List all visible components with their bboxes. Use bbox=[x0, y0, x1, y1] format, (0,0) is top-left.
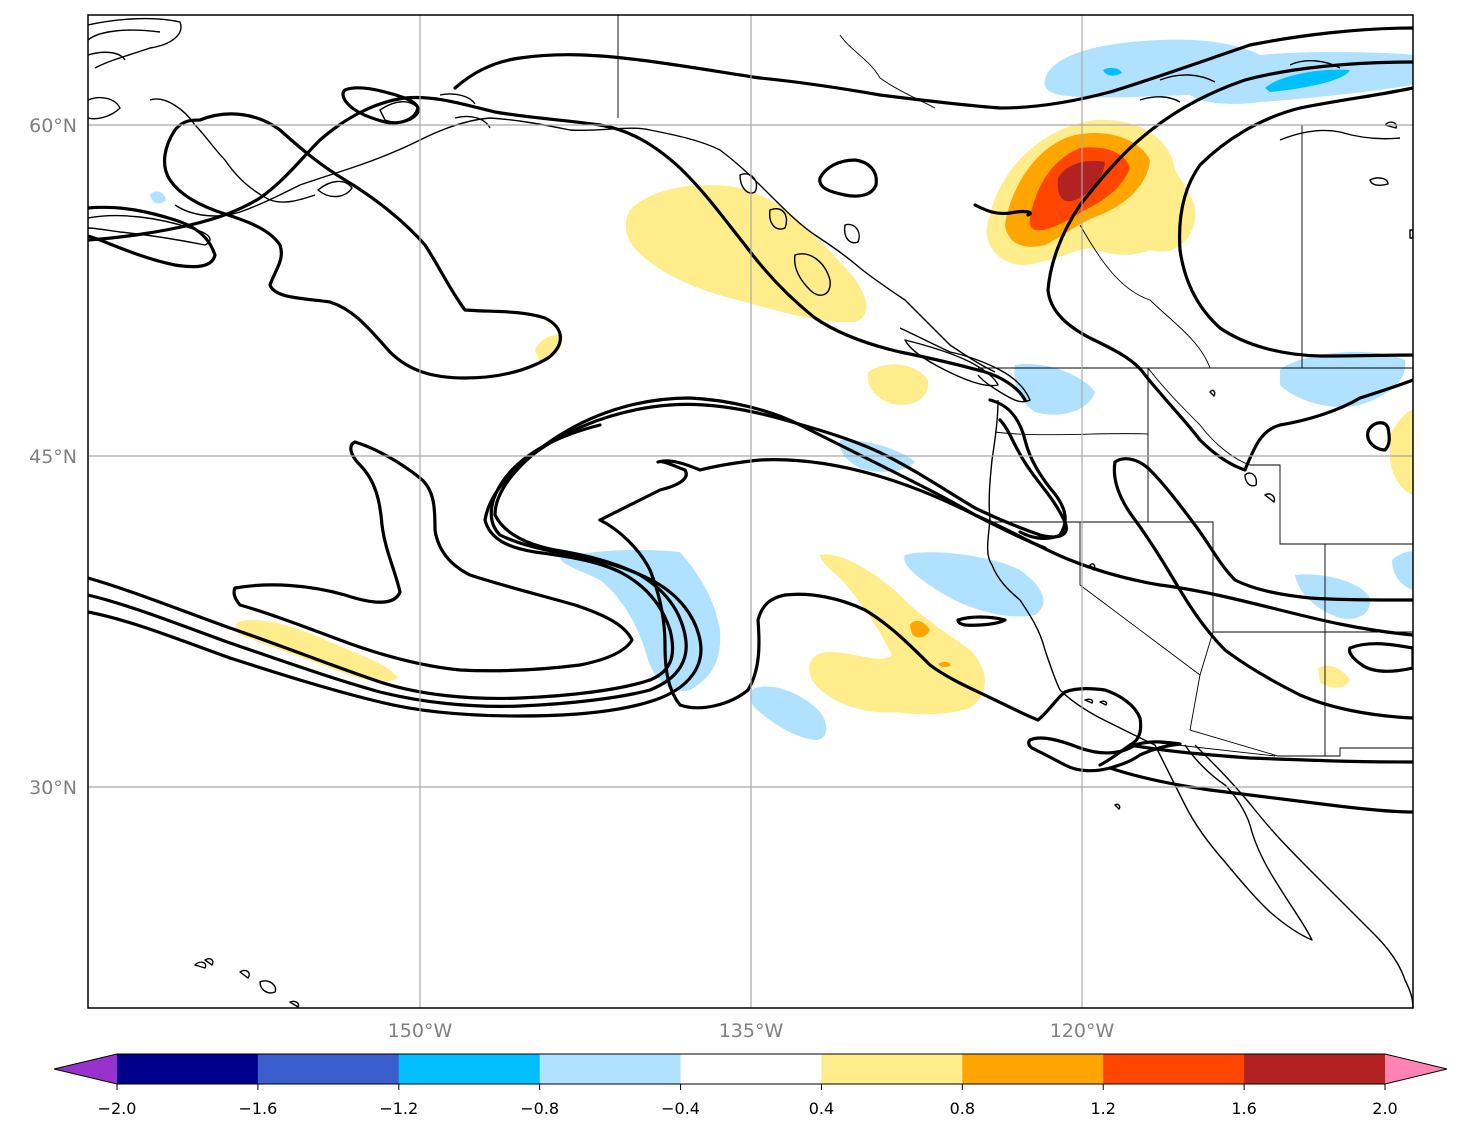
contour-mexico-south bbox=[1108, 766, 1413, 814]
colorbar-tick-label: −0.4 bbox=[661, 1099, 700, 1118]
neg-anomaly-north-canada-core2 bbox=[1103, 67, 1122, 76]
colorbar-extend-high bbox=[1385, 1054, 1447, 1084]
pos-anomaly-east-edge bbox=[1390, 410, 1413, 495]
neg-anomaly-east-edge bbox=[1392, 551, 1413, 590]
gridlines bbox=[88, 15, 1413, 1008]
alaska-north-coast bbox=[88, 29, 161, 61]
colorbar-segment bbox=[257, 1054, 400, 1084]
contour-central-trough-lower bbox=[598, 518, 1143, 767]
contour-canada-high-2 bbox=[1046, 288, 1413, 472]
colorbar-segment bbox=[1103, 1054, 1245, 1084]
colorbar-segment bbox=[1244, 1054, 1386, 1084]
inland-lakes bbox=[1089, 121, 1413, 571]
colorbar-tick-label: 1.2 bbox=[1090, 1099, 1115, 1118]
contour-jet-line-top bbox=[973, 203, 1032, 217]
neg-anomaly-north-canada bbox=[1044, 39, 1413, 104]
alaska-coast-south bbox=[174, 117, 651, 217]
lon-label-120w: 120°W bbox=[1050, 1020, 1115, 1042]
colorbar-tick-label: −1.2 bbox=[379, 1099, 418, 1118]
pos-anomaly-small-1 bbox=[535, 334, 563, 362]
colorbar-segment bbox=[539, 1054, 682, 1084]
se-alaska-islands bbox=[739, 173, 860, 296]
contour-great-basin-2 bbox=[1112, 460, 1413, 720]
colorbar-tick-label: 2.0 bbox=[1372, 1099, 1397, 1118]
washington-oregon-border bbox=[994, 368, 1149, 436]
contour-mexico-mid bbox=[1128, 743, 1413, 764]
pos-anomaly-jet-tail bbox=[235, 620, 398, 682]
contour-gulf-loop bbox=[162, 112, 562, 380]
neg-anomaly-north-canada-core bbox=[1265, 69, 1350, 92]
colorbar: −2.0 −1.6 −1.2 −0.8 −0.4 0.4 0.8 1.2 1.6 2.0 bbox=[53, 1053, 1448, 1118]
hudson-bay-edge bbox=[1139, 60, 1401, 141]
contour-west-tongue bbox=[232, 440, 634, 673]
arizona-border bbox=[1189, 674, 1413, 757]
contour-pacific-trough-mid bbox=[88, 396, 1047, 708]
contour-canada-east-loop bbox=[1177, 86, 1413, 358]
latitude-labels: 60°N 45°N 30°N bbox=[29, 115, 77, 799]
ca-nv-border bbox=[1079, 522, 1214, 676]
neg-anomaly-mid-pacific bbox=[560, 550, 721, 691]
baja-california bbox=[1154, 744, 1313, 941]
montana-border bbox=[1147, 367, 1413, 545]
neg-anomaly-south-pacific bbox=[750, 686, 827, 740]
colorbar-segment bbox=[117, 1054, 259, 1084]
neg-anomaly-bc-coast bbox=[1014, 363, 1095, 415]
contour-baja-loop bbox=[1027, 736, 1182, 773]
lon-label-150w: 150°W bbox=[388, 1020, 453, 1042]
colorbar-tick-label: 0.8 bbox=[950, 1099, 975, 1118]
colorbar-extend-low bbox=[54, 1054, 117, 1084]
hawaii-islands bbox=[194, 958, 300, 1008]
neg-anomaly-colorado bbox=[1295, 574, 1371, 619]
contour-great-basin bbox=[1113, 457, 1413, 602]
contour-northwest-loop bbox=[818, 158, 878, 198]
kodiak-island bbox=[317, 180, 353, 198]
coastlines bbox=[88, 17, 1413, 1008]
mexico-mainland bbox=[1194, 744, 1413, 1008]
pos-anomaly-alberta-max bbox=[1057, 160, 1105, 202]
colorbar-tick-label: 0.4 bbox=[809, 1099, 834, 1118]
contour-small-ca bbox=[956, 615, 1007, 627]
map-panel bbox=[88, 15, 1413, 1008]
map-frame bbox=[87, 14, 1414, 1009]
shaded-anomalies bbox=[150, 39, 1413, 740]
lon-label-135w: 135°W bbox=[719, 1020, 784, 1042]
contour-alaska-arctic bbox=[341, 86, 420, 125]
pos-anomaly-offshore-ca-orange bbox=[910, 620, 930, 638]
contour-oregon-loop bbox=[988, 398, 1067, 540]
colorbar-segment bbox=[680, 1054, 822, 1084]
us-west-coast bbox=[986, 399, 1156, 746]
contour-idaho-loop bbox=[1366, 421, 1391, 452]
longitude-labels: 150°W 135°W 120°W bbox=[388, 1020, 1115, 1042]
pos-anomaly-bc-offshore bbox=[867, 364, 929, 405]
contour-alaska-north bbox=[453, 26, 1413, 110]
colorbar-segment bbox=[398, 1054, 541, 1084]
vancouver-island bbox=[904, 339, 999, 387]
canada-provinces bbox=[1079, 125, 1303, 369]
colorbar-tick-label: −2.0 bbox=[98, 1099, 137, 1118]
bc-coast bbox=[899, 327, 1031, 403]
neg-anomaly-west-dot bbox=[150, 191, 166, 204]
channel-islands bbox=[1084, 698, 1121, 810]
contour-alaska-loop bbox=[88, 205, 217, 269]
se-alaska-panhandle bbox=[649, 129, 996, 373]
lat-label-60: 60°N bbox=[29, 115, 77, 137]
colorbar-segment bbox=[962, 1054, 1104, 1084]
colorbar-segment bbox=[821, 1054, 963, 1084]
colorbar-tick-label: 1.6 bbox=[1231, 1099, 1256, 1118]
colorbar-tick-label: −1.6 bbox=[238, 1099, 277, 1118]
alaska-peninsula bbox=[88, 214, 211, 246]
lat-label-30: 30°N bbox=[29, 777, 77, 799]
contour-central-trough bbox=[598, 458, 1413, 637]
contour-pacific-trough-outer bbox=[88, 402, 1068, 701]
lat-label-45: 45°N bbox=[29, 446, 77, 468]
neg-anomaly-offshore-ca bbox=[904, 552, 1044, 617]
colorbar-tick-label: −0.8 bbox=[520, 1099, 559, 1118]
pos-anomaly-offshore-ca-orange2 bbox=[938, 661, 951, 668]
contour-pacific-trough-inner bbox=[88, 423, 703, 718]
contour-new-mexico-loop bbox=[1347, 642, 1413, 673]
idaho-nevada-border bbox=[1147, 434, 1214, 632]
pos-anomaly-gulf-alaska bbox=[625, 184, 867, 323]
pos-anomaly-new-mexico bbox=[1318, 665, 1350, 688]
